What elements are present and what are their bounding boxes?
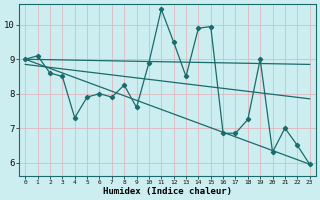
X-axis label: Humidex (Indice chaleur): Humidex (Indice chaleur) [103,187,232,196]
